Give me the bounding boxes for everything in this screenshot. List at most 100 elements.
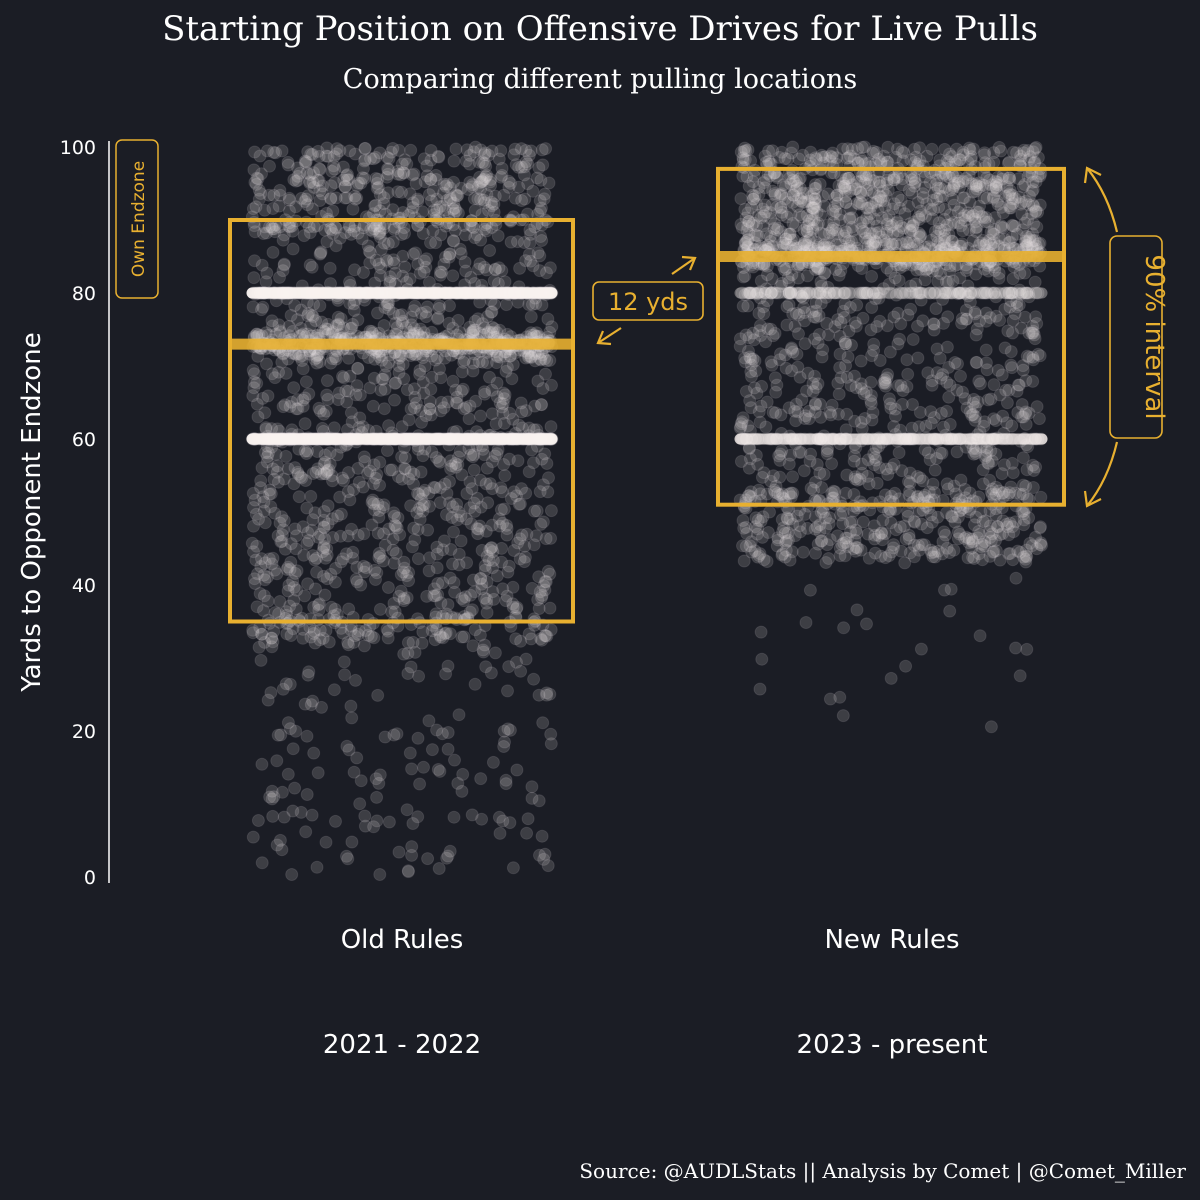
data-point (411, 731, 425, 745)
data-point (343, 369, 357, 383)
data-point (263, 483, 277, 497)
data-point (1013, 669, 1027, 683)
data-point (498, 275, 512, 289)
data-point (345, 711, 359, 725)
data-point (507, 485, 521, 499)
data-point (443, 571, 457, 585)
data-point (407, 322, 421, 336)
data-point (353, 388, 367, 402)
data-point (342, 466, 355, 479)
data-point (995, 368, 1009, 382)
data-point (422, 714, 436, 728)
data-point (374, 383, 388, 397)
data-point (466, 325, 480, 339)
data-point (285, 868, 299, 881)
data-point (507, 544, 521, 557)
data-point (492, 261, 506, 275)
data-point (792, 152, 806, 166)
data-point (317, 407, 331, 421)
data-point (377, 498, 391, 512)
data-point (323, 446, 337, 460)
data-point (786, 140, 800, 154)
data-point (780, 318, 794, 332)
data-point (291, 393, 304, 407)
data-point (440, 851, 454, 865)
data-point (892, 446, 906, 460)
data-point (517, 236, 531, 249)
data-point (246, 202, 260, 216)
data-point (320, 388, 334, 402)
data-point (248, 577, 262, 590)
data-point (246, 300, 260, 314)
data-point (1005, 230, 1019, 244)
data-point (247, 519, 260, 533)
data-point (753, 682, 767, 696)
data-point (1033, 236, 1047, 250)
data-point (525, 780, 539, 794)
data-point (979, 343, 993, 357)
data-point (271, 728, 285, 742)
data-point (459, 401, 473, 414)
data-point (323, 261, 337, 275)
data-point (503, 723, 517, 737)
data-point (321, 149, 335, 163)
data-point (378, 301, 392, 315)
points-layer (245, 140, 1049, 881)
data-point (539, 142, 553, 156)
data-point (478, 196, 492, 210)
data-point (795, 393, 809, 407)
data-point (532, 794, 546, 808)
data-point (381, 624, 395, 638)
data-point (836, 709, 850, 723)
data-point (393, 528, 407, 542)
data-point (310, 565, 324, 579)
data-point (381, 162, 395, 176)
data-point (316, 179, 330, 193)
data-point (398, 260, 412, 274)
data-point (457, 355, 471, 369)
data-point (320, 572, 334, 586)
data-point (246, 623, 260, 637)
data-point (267, 790, 281, 804)
data-point (334, 529, 347, 543)
data-point (398, 461, 411, 475)
data-point (476, 173, 490, 187)
data-point (426, 224, 440, 238)
data-point (832, 268, 846, 282)
data-point (407, 247, 420, 261)
data-point (346, 551, 360, 565)
data-point (287, 381, 301, 395)
data-point (392, 359, 406, 373)
data-point (447, 525, 460, 539)
data-point (319, 551, 332, 565)
data-point (346, 317, 359, 331)
data-point (992, 271, 1006, 285)
data-point (419, 305, 433, 319)
data-point (517, 168, 531, 182)
data-point (420, 589, 434, 603)
data-point (448, 201, 462, 215)
data-point (416, 375, 430, 389)
data-point (276, 682, 290, 696)
data-point (430, 540, 444, 554)
data-point (270, 567, 284, 581)
data-point (411, 194, 425, 208)
data-point (924, 202, 938, 216)
data-point (522, 247, 536, 261)
data-point (383, 270, 397, 284)
data-point (1009, 641, 1023, 655)
data-point (404, 402, 418, 416)
data-point (283, 599, 297, 613)
data-point (407, 304, 421, 318)
data-point (933, 351, 947, 365)
data-point (414, 465, 428, 479)
data-point (268, 371, 282, 385)
data-point (466, 356, 480, 370)
data-point (887, 171, 901, 185)
data-point (420, 252, 433, 266)
data-point (544, 727, 558, 741)
data-point (259, 275, 273, 289)
data-point (351, 461, 365, 475)
data-point (475, 582, 489, 596)
data-point (382, 815, 396, 829)
